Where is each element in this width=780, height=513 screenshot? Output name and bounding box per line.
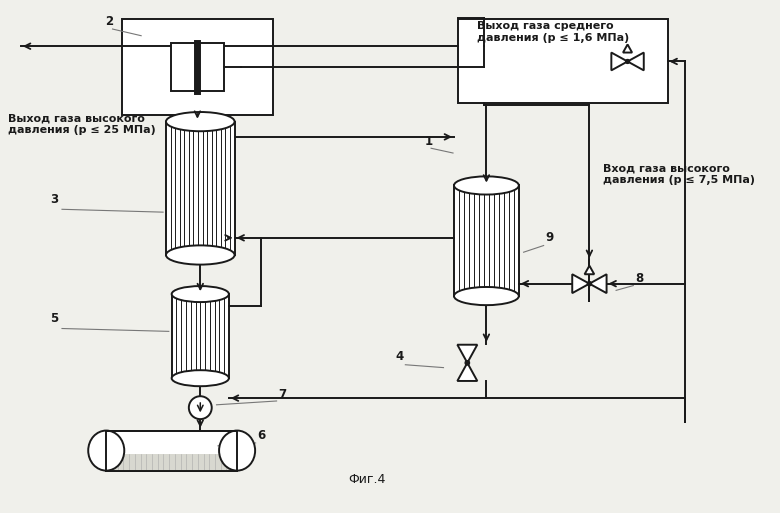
Bar (172, 294, 229, 378)
Bar (122, 19, 273, 115)
Ellipse shape (219, 430, 255, 470)
Polygon shape (623, 45, 632, 52)
Text: 9: 9 (545, 231, 554, 244)
Ellipse shape (454, 287, 519, 305)
Polygon shape (457, 363, 477, 381)
Text: Вход газа высокого
давления (р ≤ 7,5 МПа): Вход газа высокого давления (р ≤ 7,5 МПа… (603, 163, 755, 185)
Ellipse shape (172, 370, 229, 386)
Polygon shape (457, 345, 477, 363)
Ellipse shape (166, 245, 235, 265)
Bar (166, 122, 235, 255)
Circle shape (626, 60, 629, 64)
Text: 3: 3 (51, 192, 58, 206)
Text: 5: 5 (51, 312, 58, 325)
Bar (106, 430, 237, 470)
Ellipse shape (166, 112, 235, 131)
Polygon shape (584, 266, 594, 274)
Bar (458, 19, 668, 104)
Polygon shape (590, 274, 607, 293)
Circle shape (189, 396, 211, 419)
Ellipse shape (454, 176, 519, 194)
Bar (106, 430, 237, 470)
Polygon shape (573, 274, 590, 293)
Text: 6: 6 (257, 429, 266, 442)
Text: Выход газа среднего
давления (р ≤ 1,6 МПа): Выход газа среднего давления (р ≤ 1,6 МП… (477, 22, 629, 43)
Bar (454, 186, 519, 296)
Text: 8: 8 (635, 272, 644, 285)
Text: Фиг.4: Фиг.4 (349, 472, 386, 486)
Bar (171, 43, 224, 91)
Text: 1: 1 (424, 135, 433, 148)
Polygon shape (612, 52, 628, 70)
Text: Выход газа высокого
давления (р ≤ 25 МПа): Выход газа высокого давления (р ≤ 25 МПа… (8, 113, 155, 135)
Text: 2: 2 (105, 15, 113, 28)
Ellipse shape (88, 430, 124, 470)
Polygon shape (628, 52, 644, 70)
Text: 7: 7 (278, 388, 286, 401)
Ellipse shape (172, 286, 229, 302)
Circle shape (465, 361, 470, 365)
Text: 4: 4 (395, 350, 404, 363)
Circle shape (587, 282, 591, 286)
Bar (106, 454, 237, 470)
